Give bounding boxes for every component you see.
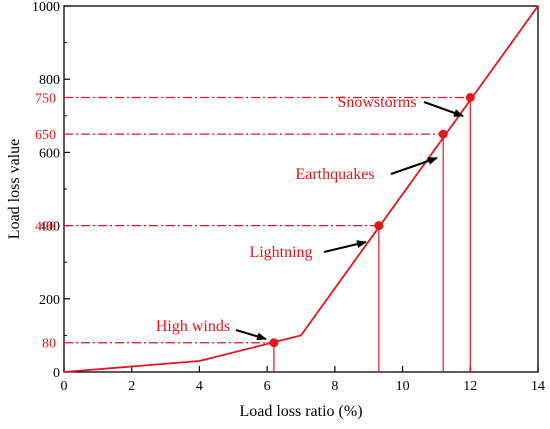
highlight-value-label: 80 (42, 337, 56, 352)
x-tick-label: 12 (463, 379, 477, 394)
highlight-value-label: 400 (35, 220, 56, 235)
y-tick-label: 800 (39, 73, 60, 88)
highlight-value-label: 750 (35, 92, 56, 107)
x-axis-label: Load loss ratio (%) (239, 403, 362, 420)
annotation-arrow (390, 157, 438, 175)
y-axis-label: Load loss value (6, 139, 23, 239)
x-tick-label: 14 (531, 379, 545, 394)
x-tick-label: 4 (196, 379, 203, 394)
annotation-earthquakes: Earthquakes (295, 166, 374, 183)
annotation-arrow (323, 240, 367, 253)
x-tick-label: 8 (331, 379, 338, 394)
highlight-value-label: 650 (35, 128, 56, 143)
series-line (63, 5, 539, 373)
x-tick-label: 0 (61, 379, 68, 394)
plot-area (63, 5, 539, 373)
x-tick-label: 10 (396, 379, 410, 394)
annotation-arrow (423, 101, 464, 117)
highlight-point (465, 93, 475, 102)
y-tick-label: 400 (39, 220, 60, 235)
highlight-point (269, 338, 279, 348)
annotation-lightning: Lightning (249, 244, 312, 261)
annotation-snowstorms: Snowstorms (337, 94, 416, 111)
highlight-point (374, 221, 384, 231)
y-tick-label: 1000 (32, 0, 60, 15)
x-tick-label: 2 (128, 379, 135, 394)
annotation-arrow (235, 329, 267, 341)
y-tick-label: 600 (39, 146, 60, 161)
annotation-high-winds: High winds (156, 318, 230, 335)
highlight-point (438, 129, 448, 139)
y-tick-label: 200 (39, 293, 60, 308)
x-tick-label: 6 (264, 379, 271, 394)
y-tick-label: 0 (53, 366, 60, 381)
